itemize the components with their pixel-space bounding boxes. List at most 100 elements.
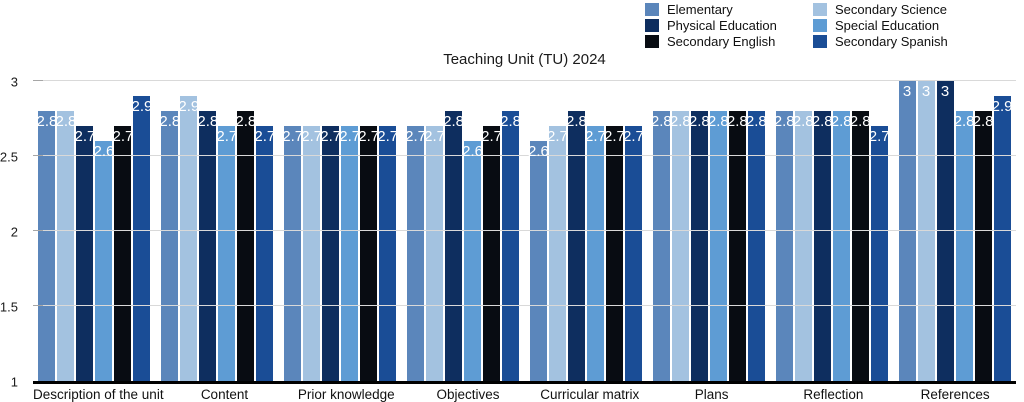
bar-group: 2.8 2.8 2.8 2.8 2.8 2.7 (770, 81, 893, 381)
legend-column-1: Elementary Physical Education Secondary En… (645, 3, 813, 48)
bar: 3 (917, 81, 935, 381)
bar-value-label: 3 (940, 83, 950, 100)
legend-item: Secondary Spanish (813, 35, 981, 48)
y-grid-line (33, 230, 1016, 231)
bar: 2.8 (745, 111, 767, 381)
bar: 2.7 (113, 126, 133, 381)
bar-value-label: 2.7 (405, 128, 426, 145)
y-axis: 1 1.5 2 2.5 3 (0, 74, 18, 389)
bar: 2.7 (301, 126, 322, 381)
bar-value-label: 2.8 (443, 113, 464, 130)
bar-value-label: 2.8 (745, 113, 767, 130)
chart-legend: Elementary Physical Education Secondary En… (645, 3, 981, 48)
bar-value-label: 2.7 (320, 128, 342, 145)
legend-item: Secondary English (645, 35, 813, 48)
y-tick-label: 1 (10, 374, 18, 389)
category-label: References (920, 387, 990, 402)
bar: 2.7 (377, 126, 399, 381)
bar-value-label: 2.8 (953, 113, 975, 130)
bar: 2.6 (93, 141, 115, 381)
legend-item: Physical Education (645, 19, 813, 32)
bar: 2.8 (55, 111, 77, 381)
bar: 2.7 (405, 126, 426, 381)
bar-value-label: 2.7 (547, 128, 568, 145)
category-label: Content (200, 387, 249, 402)
bar-value-label: 2.8 (55, 113, 77, 130)
y-axis-tick (33, 155, 43, 156)
bar: 2.9 (992, 96, 1012, 381)
legend-item: Secondary Science (813, 3, 981, 16)
bar: 2.8 (972, 111, 994, 381)
bar: 2.7 (585, 126, 606, 381)
bar-value-label: 2.7 (424, 128, 445, 145)
plot-area: 2.8 2.8 2.7 2.6 2.7 2.9 2.8 2.9 2.8 2.7 2.8 2.7 2.7 2… (33, 80, 1016, 381)
bar-group: 2.8 2.9 2.8 2.7 2.8 2.7 (156, 81, 279, 381)
category-label: Reflection (803, 387, 864, 402)
legend-swatch-icon (813, 35, 827, 48)
bar: 2.8 (727, 111, 748, 381)
category-label: Plans (694, 387, 729, 402)
bar: 2.8 (811, 111, 833, 381)
bar: 2.7 (424, 126, 445, 381)
bar: 2.8 (36, 111, 58, 381)
bar-value-label: 2.6 (93, 143, 115, 160)
bar: 2.6 (528, 141, 549, 381)
bar-group: 2.8 2.8 2.8 2.8 2.8 2.8 (647, 81, 770, 381)
y-tick-label: 2 (10, 224, 18, 239)
bar-value-label: 2.7 (74, 128, 96, 145)
y-axis-tick (33, 230, 43, 231)
bar: 2.8 (197, 111, 218, 381)
bar: 2.7 (547, 126, 568, 381)
bar: 2.7 (254, 126, 275, 381)
bar-group: 2.6 2.7 2.8 2.7 2.7 2.7 (525, 81, 648, 381)
bar-value-label: 2.8 (500, 113, 521, 130)
bar-value-label: 2.8 (36, 113, 58, 130)
legend-label: Elementary (667, 2, 733, 17)
bar: 2.7 (481, 126, 502, 381)
bar: 2.9 (132, 96, 152, 381)
bar-value-label: 2.8 (792, 113, 814, 130)
bar: 2.8 (566, 111, 587, 381)
bar: 2.8 (689, 111, 710, 381)
bar: 2.8 (235, 111, 257, 381)
bar-value-label: 2.7 (377, 128, 399, 145)
chart-title: Teaching Unit (TU) 2024 (443, 51, 606, 68)
category-label: Prior knowledge (297, 387, 395, 402)
bar: 2.7 (282, 126, 303, 381)
legend-label: Secondary Science (835, 2, 948, 17)
bar-value-label: 2.8 (811, 113, 833, 130)
bar: 2.7 (320, 126, 342, 381)
legend-swatch-icon (645, 3, 659, 16)
bar: 2.7 (74, 126, 96, 381)
bar-value-label: 2.8 (849, 113, 871, 130)
bar: 2.7 (339, 126, 360, 381)
legend-label: Secondary Spanish (835, 34, 948, 49)
y-tick-label: 2.5 (0, 149, 18, 164)
legend-item: Special Education (813, 19, 981, 32)
bar: 2.8 (650, 111, 672, 381)
bar: 2.8 (774, 111, 795, 381)
bar-value-label: 2.6 (528, 143, 549, 160)
bar-group: 2.8 2.8 2.7 2.6 2.7 2.9 (33, 81, 156, 381)
y-grid-line (33, 155, 1016, 156)
bar-value-label: 2.7 (868, 128, 890, 145)
bar: 2.9 (178, 96, 199, 381)
y-tick-label: 3 (10, 74, 18, 89)
legend-swatch-icon (813, 3, 827, 16)
legend-swatch-icon (645, 35, 659, 48)
y-grid-line (33, 305, 1016, 306)
legend-swatch-icon (813, 19, 827, 32)
category-label: Objectives (436, 387, 500, 402)
bar: 2.8 (953, 111, 975, 381)
bar-value-label: 2.8 (235, 113, 257, 130)
bar-value-label: 2.7 (216, 128, 238, 145)
bar: 2.8 (831, 111, 852, 381)
bar: 2.8 (708, 111, 729, 381)
bar: 2.7 (358, 126, 379, 381)
bar-value-label: 2.8 (972, 113, 994, 130)
legend-swatch-icon (645, 19, 659, 32)
bar-value-label: 2.8 (650, 113, 672, 130)
y-grid-line (33, 80, 1016, 81)
category-label: Curricular matrix (540, 387, 640, 402)
legend-label: Secondary English (667, 34, 776, 49)
